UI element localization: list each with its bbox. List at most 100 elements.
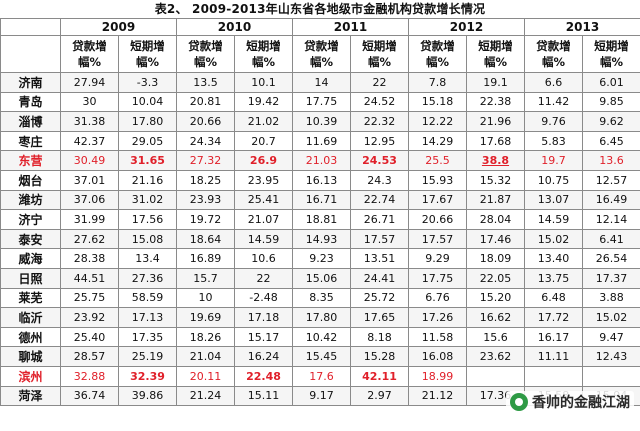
short-term-growth-cell: 13.4 [118, 248, 177, 269]
short-term-growth-cell: 12.95 [350, 130, 409, 152]
loan-growth-cell: 11.69 [292, 130, 351, 152]
city-cell: 青岛 [0, 91, 61, 113]
city-cell: 烟台 [0, 169, 61, 191]
short-term-growth-cell: 12.57 [582, 169, 640, 191]
table-row: 莱芜 25.75 58.59 10 -2.48 8.35 25.72 6.76 15.20 6.4… [0, 287, 640, 309]
table-row: 潍坊 37.06 31.02 23.93 25.41 16.71 22.74 17.67 21.… [0, 189, 640, 211]
loan-growth-cell: 13.5 [176, 72, 235, 93]
loan-growth-cell: 16.89 [176, 248, 235, 269]
loan-growth-cell: 9.29 [408, 248, 467, 269]
loan-growth-cell: 21.12 [408, 385, 467, 407]
loan-growth-cell: 10 [176, 287, 235, 309]
table-row: 日照 44.51 27.36 15.7 22 15.06 24.41 17.75 22.05 13… [0, 267, 640, 289]
loan-growth-cell: 11.11 [524, 346, 583, 367]
city-cell: 枣庄 [0, 130, 61, 152]
short-term-growth-cell: 15.11 [234, 385, 293, 407]
loan-growth-cell: 37.06 [60, 189, 119, 211]
city-cell: 聊城 [0, 346, 61, 367]
short-term-growth-cell: 15.17 [234, 326, 293, 348]
short-term-growth-cell: 16.49 [582, 189, 640, 211]
loan-growth-cell: 25.40 [60, 326, 119, 348]
short-term-growth-cell: 23.62 [466, 346, 525, 367]
loan-growth-header: 贷款增幅% [292, 35, 351, 73]
loan-growth-cell: 28.38 [60, 248, 119, 269]
loan-growth-cell: 6.6 [524, 72, 583, 93]
loan-growth-cell: 44.51 [60, 267, 119, 289]
short-term-growth-cell: 10.04 [118, 91, 177, 113]
loan-growth-cell: 8.35 [292, 287, 351, 309]
loan-growth-cell: 18.26 [176, 326, 235, 348]
short-term-growth-cell [582, 365, 640, 387]
short-term-growth-cell: 17.56 [118, 209, 177, 230]
loan-growth-table: 2009 2010 2011 2012 2013 贷款增幅% 短期增幅% 贷款增… [0, 18, 640, 407]
loan-growth-cell: 25.75 [60, 287, 119, 309]
corner-cell [0, 35, 61, 73]
loan-growth-cell: 18.81 [292, 209, 351, 230]
short-term-growth-header: 短期增幅% [466, 35, 525, 73]
loan-growth-cell: 16.17 [524, 326, 583, 348]
short-term-growth-cell: 26.54 [582, 248, 640, 269]
loan-growth-cell: 30 [60, 91, 119, 113]
loan-growth-cell: 24.34 [176, 130, 235, 152]
city-cell: 莱芜 [0, 287, 61, 309]
table-row: 济宁 31.99 17.56 19.72 21.07 18.81 26.71 20.66 28.… [0, 209, 640, 230]
loan-growth-cell: 20.11 [176, 365, 235, 387]
year-header: 2009 [60, 18, 177, 36]
loan-growth-cell: 31.99 [60, 209, 119, 230]
short-term-growth-cell: 17.57 [350, 228, 409, 250]
loan-growth-cell: 10.75 [524, 169, 583, 191]
short-term-growth-header: 短期增幅% [234, 35, 293, 73]
short-term-growth-cell: 17.68 [466, 130, 525, 152]
short-term-growth-cell: 12.14 [582, 209, 640, 230]
short-term-growth-cell: -3.3 [118, 72, 177, 93]
short-term-growth-cell: 28.04 [466, 209, 525, 230]
loan-growth-cell: 23.92 [60, 307, 119, 328]
loan-growth-cell: 6.48 [524, 287, 583, 309]
short-term-growth-cell: 15.08 [118, 228, 177, 250]
short-term-growth-cell: 42.11 [350, 365, 409, 387]
short-term-growth-cell: 29.05 [118, 130, 177, 152]
table-row: 威海 28.38 13.4 16.89 10.6 9.23 13.51 9.29 18.09 13… [0, 248, 640, 269]
loan-growth-cell: 17.72 [524, 307, 583, 328]
short-term-growth-cell: 24.3 [350, 169, 409, 191]
loan-growth-cell: 7.8 [408, 72, 467, 93]
loan-growth-cell: 13.75 [524, 267, 583, 289]
short-term-growth-cell: 14.59 [234, 228, 293, 250]
loan-growth-cell: 16.71 [292, 189, 351, 211]
table-row: 聊城 28.57 25.19 21.04 16.24 15.45 15.28 16.08 23.… [0, 346, 640, 367]
short-term-growth-cell: 22.74 [350, 189, 409, 211]
loan-growth-cell: 5.83 [524, 130, 583, 152]
short-term-growth-cell: 27.36 [118, 267, 177, 289]
loan-growth-cell: 25.5 [408, 150, 467, 171]
short-term-growth-cell: 32.39 [118, 365, 177, 387]
loan-growth-cell: 17.80 [292, 307, 351, 328]
loan-growth-cell: 15.18 [408, 91, 467, 113]
loan-growth-cell: 17.75 [408, 267, 467, 289]
table-row: 淄博 31.38 17.80 20.66 21.02 10.39 22.32 12.22 21.… [0, 111, 640, 132]
loan-growth-cell: 16.13 [292, 169, 351, 191]
year-header-row: 2009 2010 2011 2012 2013 [0, 18, 640, 36]
table-row: 枣庄 42.37 29.05 24.34 20.7 11.69 12.95 14.29 17.6… [0, 130, 640, 152]
city-cell: 济宁 [0, 209, 61, 230]
table-row: 东营 30.49 31.65 27.32 26.9 21.03 24.53 25.5 38.8 1… [0, 150, 640, 171]
short-term-growth-cell: 26.9 [234, 150, 293, 171]
short-term-growth-cell: 19.42 [234, 91, 293, 113]
short-term-growth-cell: 3.88 [582, 287, 640, 309]
short-term-growth-cell: 16.24 [234, 346, 293, 367]
short-term-growth-cell: 15.02 [582, 307, 640, 328]
short-term-growth-cell: 31.65 [118, 150, 177, 171]
city-cell: 威海 [0, 248, 61, 269]
table-row: 滨州 32.88 32.39 20.11 22.48 17.6 42.11 18.99 [0, 365, 640, 387]
loan-growth-cell: 30.49 [60, 150, 119, 171]
short-term-growth-cell: 18.09 [466, 248, 525, 269]
loan-growth-cell: 18.64 [176, 228, 235, 250]
loan-growth-cell: 17.26 [408, 307, 467, 328]
short-term-growth-cell: 38.8 [466, 150, 525, 171]
loan-growth-cell: 28.57 [60, 346, 119, 367]
short-term-growth-header: 短期增幅% [582, 35, 640, 73]
loan-growth-cell: 27.62 [60, 228, 119, 250]
short-term-growth-cell: 21.07 [234, 209, 293, 230]
short-term-growth-cell: 19.1 [466, 72, 525, 93]
short-term-growth-cell: -2.48 [234, 287, 293, 309]
loan-growth-cell: 9.17 [292, 385, 351, 407]
